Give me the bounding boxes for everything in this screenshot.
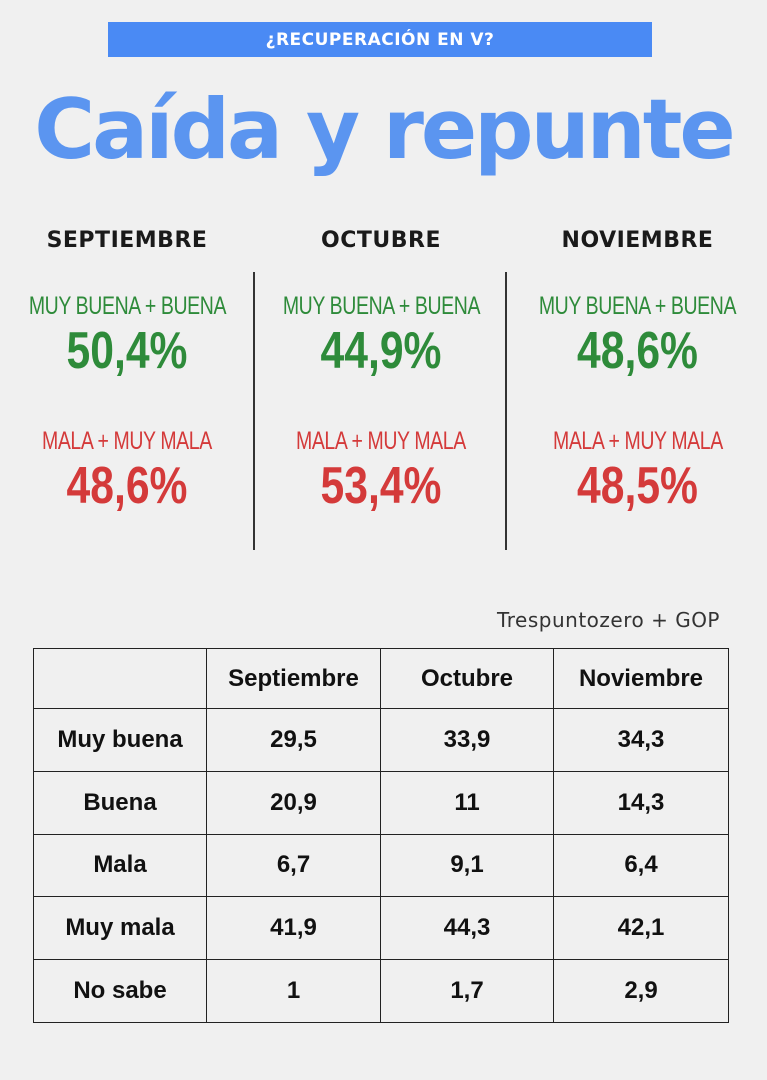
table-cell: 42,1 (553, 896, 729, 961)
table-row: No sabe 1 1,7 2,9 (33, 959, 729, 1023)
banner-text: ¿RECUPERACIÓN EN V? (265, 29, 495, 50)
table-cell: 33,9 (380, 708, 554, 772)
table-cell: 11 (380, 770, 554, 835)
table-header-row: Septiembre Octubre Noviembre (33, 648, 729, 709)
summary-column-october: OCTUBRE MUY BUENA + BUENA 44,9% MALA + M… (255, 220, 507, 516)
row-label: Buena (33, 770, 207, 835)
source-credit: Trespuntozero + GOP (496, 608, 720, 632)
table-cell: 6,7 (206, 833, 381, 898)
table-row: Buena 20,9 11 14,3 (33, 770, 729, 835)
month-title: OCTUBRE (321, 228, 441, 253)
table-header-cell: Septiembre (206, 648, 381, 709)
good-percent: 44,9% (320, 322, 442, 380)
table-cell: 9,1 (380, 833, 554, 898)
summary-column-september: SEPTIEMBRE MUY BUENA + BUENA 50,4% MALA … (0, 220, 254, 516)
good-percent: 48,6% (577, 322, 698, 380)
row-label: Mala (33, 833, 207, 898)
header-banner: ¿RECUPERACIÓN EN V? (108, 22, 652, 57)
data-table: Septiembre Octubre Noviembre Muy buena 2… (33, 648, 729, 1023)
column-divider (505, 272, 507, 550)
bad-percent: 48,5% (577, 457, 698, 515)
bad-label: MALA + MUY MALA (42, 427, 212, 455)
table-cell: 1 (206, 959, 381, 1023)
month-title: NOVIEMBRE (561, 228, 714, 253)
table-cell: 44,3 (380, 896, 554, 961)
page-title: Caída y repunte (34, 81, 735, 178)
table-cell: 14,3 (553, 770, 729, 835)
table-header-cell: Octubre (380, 648, 554, 709)
good-label: MUY BUENA + BUENA (538, 292, 737, 320)
table-row: Muy mala 41,9 44,3 42,1 (33, 896, 729, 961)
bad-label: MALA + MUY MALA (552, 427, 723, 455)
row-label: No sabe (33, 959, 207, 1023)
table-row: Muy buena 29,5 33,9 34,3 (33, 708, 729, 772)
summary-section: SEPTIEMBRE MUY BUENA + BUENA 50,4% MALA … (0, 220, 767, 560)
good-label: MUY BUENA + BUENA (282, 292, 481, 320)
good-label: MUY BUENA + BUENA (28, 292, 226, 320)
table-cell: 20,9 (206, 770, 381, 835)
row-label: Muy mala (33, 896, 207, 961)
bad-percent: 48,6% (66, 457, 188, 515)
table-cell: 6,4 (553, 833, 729, 898)
table-row: Mala 6,7 9,1 6,4 (33, 833, 729, 898)
bad-label: MALA + MUY MALA (296, 427, 466, 455)
table-cell: 41,9 (206, 896, 381, 961)
month-title: SEPTIEMBRE (46, 228, 208, 253)
bad-percent: 53,4% (320, 457, 442, 515)
table-cell: 34,3 (553, 708, 729, 772)
table-header-cell: Noviembre (553, 648, 729, 709)
table-cell: 1,7 (380, 959, 554, 1023)
column-divider (253, 272, 255, 550)
row-label: Muy buena (33, 708, 207, 772)
good-percent: 50,4% (66, 322, 188, 380)
table-cell: 2,9 (553, 959, 729, 1023)
summary-column-november: NOVIEMBRE MUY BUENA + BUENA 48,6% MALA +… (508, 220, 767, 516)
table-cell: 29,5 (206, 708, 381, 772)
table-header-cell (33, 648, 207, 709)
